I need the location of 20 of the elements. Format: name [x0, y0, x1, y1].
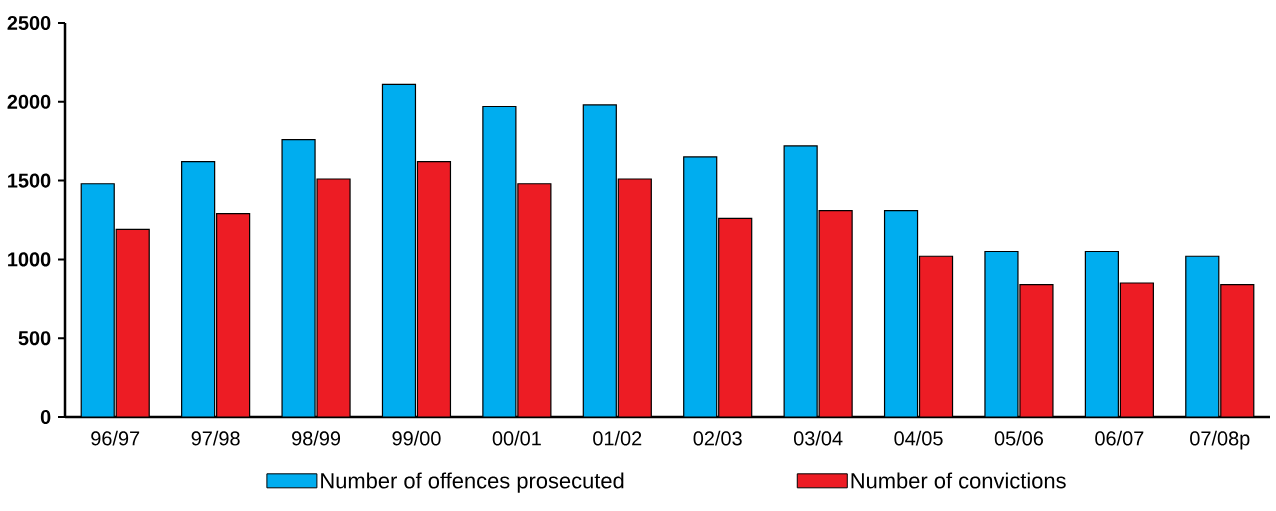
y-tick-label: 1000 — [8, 252, 51, 267]
y-tick-label: 2000 — [7, 94, 51, 109]
x-tick-label: 01/02 — [593, 430, 642, 446]
x-tick-label: 97/98 — [191, 430, 240, 446]
x-tick-label: 00/01 — [492, 430, 541, 446]
x-tick-label: 98/99 — [292, 430, 341, 446]
x-tick-label: 96/97 — [91, 430, 140, 446]
x-tick-label: 03/04 — [793, 430, 843, 446]
x-tick-label: 04/05 — [894, 430, 943, 446]
legend-label: Number of offences prosecuted — [321, 472, 624, 493]
y-tick-label: 2500 — [7, 15, 51, 31]
x-tick-label: 99/00 — [392, 430, 441, 446]
legend-label: Number of convictions — [851, 472, 1066, 489]
y-tick-label: 500 — [18, 331, 51, 346]
y-tick-label: 0 — [40, 409, 51, 425]
x-tick-label: 07/08p — [1190, 430, 1250, 450]
x-tick-label: 02/03 — [693, 430, 742, 446]
x-tick-label: 06/07 — [1095, 430, 1144, 446]
x-tick-label: 05/06 — [994, 430, 1044, 446]
y-tick-label: 1500 — [8, 173, 51, 188]
